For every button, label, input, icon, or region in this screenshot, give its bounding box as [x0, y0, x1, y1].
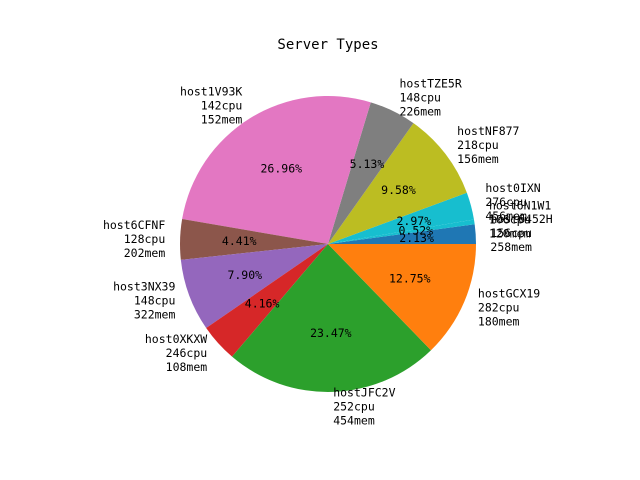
percent-label-hostjfc2v: 23.47%: [310, 326, 352, 340]
percent-label-host0xkxw: 4.16%: [245, 297, 280, 311]
percent-label-host3nx39: 7.90%: [227, 268, 262, 282]
percent-labels: 2.13%0.52%2.97% 9.58% 5.13% 26.96% 4.41% 7.90…: [222, 157, 434, 340]
slice-label-hostgcx19: hostGCX19 282cpu 180mem: [478, 286, 540, 328]
slice-label-host1v93k: host1V93K 142cpu 152mem: [180, 85, 242, 127]
percent-label-host6452h: 2.13%: [399, 231, 434, 245]
pie-slice-host6452h: [328, 224, 476, 244]
pie-slice-hostnf877: [328, 123, 467, 244]
percent-label-host6n1w1: 0.52%: [398, 224, 433, 238]
slice-label-host3nx39: host3NX39 148cpu 322mem: [113, 280, 175, 322]
slice-label-hosttze5r: hostTZE5R 148cpu 226mem: [399, 77, 461, 119]
pie-slice-host0ixn: [328, 192, 474, 244]
pie-slice-hostjfc2v: [232, 244, 431, 392]
slice-label-host0xkxw: host0XKXW 246cpu 108mem: [145, 332, 207, 374]
slice-label-host6452h: host6452H 156cpu 258mem: [490, 212, 552, 254]
slice-label-host6n1w1: host6N1W1 106cpu 120mem: [489, 199, 551, 241]
pie-slice-host6cfnf: [179, 219, 328, 260]
pie-slice-hosttze5r: [328, 102, 414, 244]
slice-label-hostnf877: hostNF877 218cpu 156mem: [457, 124, 519, 166]
percent-label-hosttze5r: 5.13%: [350, 157, 385, 171]
pie-slice-host3nx39: [180, 244, 328, 329]
percent-label-hostgcx19: 12.75%: [389, 272, 431, 286]
pie-slice-host1v93k: [182, 95, 371, 244]
percent-label-host0ixn: 2.97%: [397, 214, 432, 228]
slice-label-hostjfc2v: hostJFC2V 252cpu 454mem: [333, 386, 395, 428]
percent-label-hostnf877: 9.58%: [381, 183, 416, 197]
pie-slice-host6n1w1: [328, 219, 475, 244]
slice-label-host6cfnf: host6CFNF 128cpu 202mem: [103, 218, 165, 260]
pie-slice-hostgcx19: [328, 244, 476, 351]
slice-label-host0ixn: host0IXN 276cpu 456mem: [485, 181, 540, 223]
percent-label-host1v93k: 26.96%: [261, 161, 303, 175]
pie-slices: [179, 95, 476, 392]
chart-title: Server Types: [277, 37, 378, 53]
pie-slice-host0xkxw: [206, 244, 328, 357]
percent-label-host6cfnf: 4.41%: [222, 234, 257, 248]
